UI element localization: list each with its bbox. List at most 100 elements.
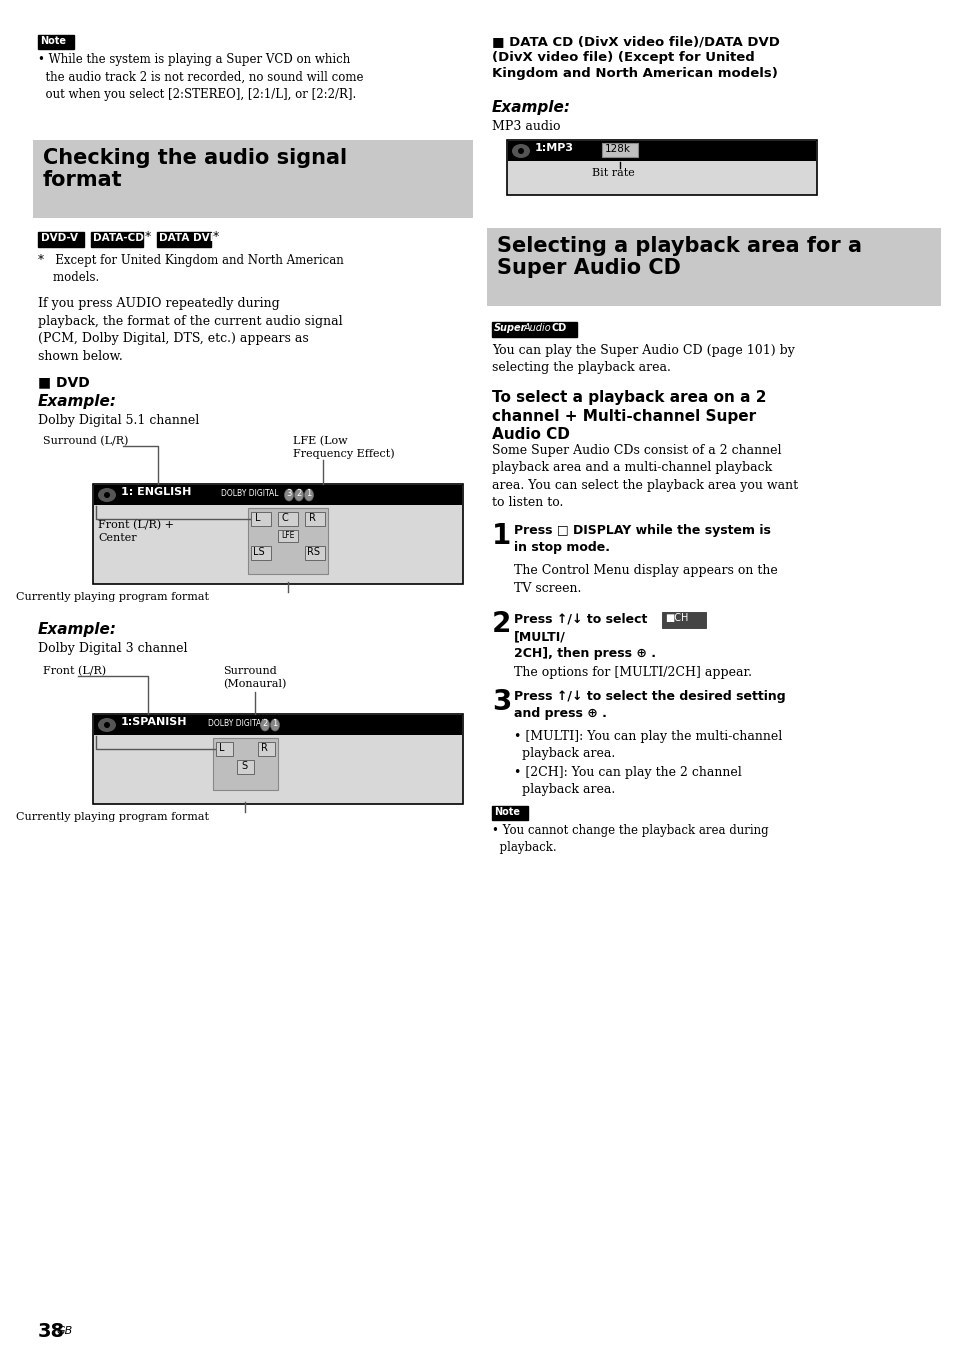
Text: Selecting a playback area for a: Selecting a playback area for a: [497, 237, 862, 256]
Bar: [251, 512, 271, 526]
Text: 128k: 128k: [604, 145, 630, 154]
Text: To select a playback area on a 2
channel + Multi-channel Super
Audio CD: To select a playback area on a 2 channel…: [492, 389, 765, 442]
Bar: [601, 143, 638, 157]
Bar: [91, 233, 143, 247]
Text: Surround (L/R): Surround (L/R): [43, 435, 129, 446]
Text: C: C: [282, 512, 289, 523]
Text: L: L: [219, 744, 224, 753]
Text: *: *: [213, 230, 219, 243]
Bar: [38, 233, 84, 247]
Text: Kingdom and North American models): Kingdom and North American models): [492, 68, 777, 80]
Text: If you press AUDIO repeatedly during
playback, the format of the current audio s: If you press AUDIO repeatedly during pla…: [38, 297, 342, 362]
Text: [MULTI/
2CH], then press ⊕ .: [MULTI/ 2CH], then press ⊕ .: [514, 630, 656, 660]
Ellipse shape: [98, 488, 116, 502]
Text: MP3 audio: MP3 audio: [492, 120, 560, 132]
Text: • [MULTI]: You can play the multi-channel
  playback area.: • [MULTI]: You can play the multi-channe…: [514, 730, 781, 760]
Text: Note: Note: [494, 807, 519, 817]
Text: Press ↑/↓ to select the desired setting
and press ⊕ .: Press ↑/↓ to select the desired setting …: [514, 690, 785, 721]
Bar: [33, 141, 473, 218]
Bar: [38, 35, 74, 49]
Text: Currently playing program format: Currently playing program format: [16, 592, 210, 602]
Bar: [277, 530, 297, 542]
Text: Example:: Example:: [38, 393, 117, 410]
Text: DOLBY DIGITAL: DOLBY DIGITAL: [208, 719, 265, 727]
Text: format: format: [43, 170, 123, 191]
Text: 1:SPANISH: 1:SPANISH: [121, 717, 188, 727]
Text: 1: 1: [272, 719, 277, 727]
Text: RS: RS: [307, 548, 319, 557]
Text: *: *: [145, 230, 152, 243]
Text: ■ DATA CD (DivX video file)/DATA DVD: ■ DATA CD (DivX video file)/DATA DVD: [492, 35, 779, 49]
Ellipse shape: [271, 719, 279, 731]
Text: Super Audio CD: Super Audio CD: [497, 258, 680, 279]
Bar: [236, 760, 253, 773]
Text: 2: 2: [262, 719, 267, 727]
Ellipse shape: [517, 147, 523, 154]
Bar: [507, 141, 815, 161]
Bar: [213, 738, 277, 790]
Text: • While the system is playing a Super VCD on which
  the audio track 2 is not re: • While the system is playing a Super VC…: [38, 53, 363, 101]
Text: CD: CD: [552, 323, 567, 333]
Bar: [305, 546, 325, 560]
Text: (DivX video file) (Except for United: (DivX video file) (Except for United: [492, 51, 754, 64]
Bar: [492, 806, 527, 821]
Text: R: R: [309, 512, 315, 523]
Text: The Control Menu display appears on the
TV screen.: The Control Menu display appears on the …: [514, 564, 777, 595]
Text: Surround
(Monaural): Surround (Monaural): [223, 667, 286, 688]
Text: You can play the Super Audio CD (page 101) by
selecting the playback area.: You can play the Super Audio CD (page 10…: [492, 343, 794, 375]
Text: LS: LS: [253, 548, 264, 557]
Bar: [506, 141, 816, 195]
Text: Example:: Example:: [38, 622, 117, 637]
Ellipse shape: [512, 145, 530, 158]
Text: DATA DVD: DATA DVD: [159, 233, 218, 243]
Text: 1:MP3: 1:MP3: [535, 143, 574, 153]
Text: R: R: [261, 744, 268, 753]
Text: 2: 2: [295, 489, 301, 498]
Bar: [251, 546, 271, 560]
Text: 1: ENGLISH: 1: ENGLISH: [121, 487, 192, 498]
Bar: [94, 485, 461, 506]
Text: Front (L/R) +
Center: Front (L/R) + Center: [98, 521, 173, 542]
Bar: [305, 512, 325, 526]
Text: Currently playing program format: Currently playing program format: [16, 813, 210, 822]
Bar: [661, 612, 705, 627]
Text: 3: 3: [492, 688, 511, 717]
Bar: [215, 742, 233, 756]
Text: 1: 1: [306, 489, 311, 498]
Bar: [157, 233, 211, 247]
Text: Some Super Audio CDs consist of a 2 channel
playback area and a multi-channel pl: Some Super Audio CDs consist of a 2 chan…: [492, 443, 798, 510]
Text: DOLBY DIGITAL: DOLBY DIGITAL: [221, 489, 278, 498]
Text: Bit rate: Bit rate: [592, 168, 634, 178]
Text: LFE (Low
Frequency Effect): LFE (Low Frequency Effect): [293, 435, 395, 460]
Text: GB: GB: [57, 1326, 73, 1336]
Text: DVD-V: DVD-V: [41, 233, 78, 243]
Ellipse shape: [104, 722, 110, 727]
Text: Dolby Digital 3 channel: Dolby Digital 3 channel: [38, 642, 188, 654]
Text: • You cannot change the playback area during
  playback.: • You cannot change the playback area du…: [492, 823, 768, 854]
Text: Note: Note: [40, 37, 66, 46]
Text: Checking the audio signal: Checking the audio signal: [43, 147, 347, 168]
Bar: [92, 484, 462, 584]
Bar: [486, 228, 940, 306]
Bar: [277, 512, 297, 526]
Text: 2: 2: [492, 610, 511, 638]
Text: L: L: [254, 512, 260, 523]
Bar: [492, 322, 577, 337]
Text: 1: 1: [492, 522, 511, 550]
Text: Dolby Digital 5.1 channel: Dolby Digital 5.1 channel: [38, 414, 199, 427]
Ellipse shape: [260, 719, 269, 731]
Bar: [92, 714, 462, 804]
Text: 3: 3: [286, 489, 291, 498]
Text: Front (L/R): Front (L/R): [43, 667, 106, 676]
Text: 38: 38: [38, 1322, 65, 1341]
Ellipse shape: [304, 489, 314, 502]
Text: Audio: Audio: [523, 323, 551, 333]
Text: Example:: Example:: [492, 100, 571, 115]
Text: S: S: [241, 761, 247, 771]
Ellipse shape: [294, 489, 303, 502]
Text: ■CH: ■CH: [664, 612, 688, 623]
Bar: [94, 715, 461, 735]
Ellipse shape: [284, 489, 294, 502]
Text: • [2CH]: You can play the 2 channel
  playback area.: • [2CH]: You can play the 2 channel play…: [514, 767, 741, 796]
Text: Press ↑/↓ to select: Press ↑/↓ to select: [514, 612, 647, 625]
